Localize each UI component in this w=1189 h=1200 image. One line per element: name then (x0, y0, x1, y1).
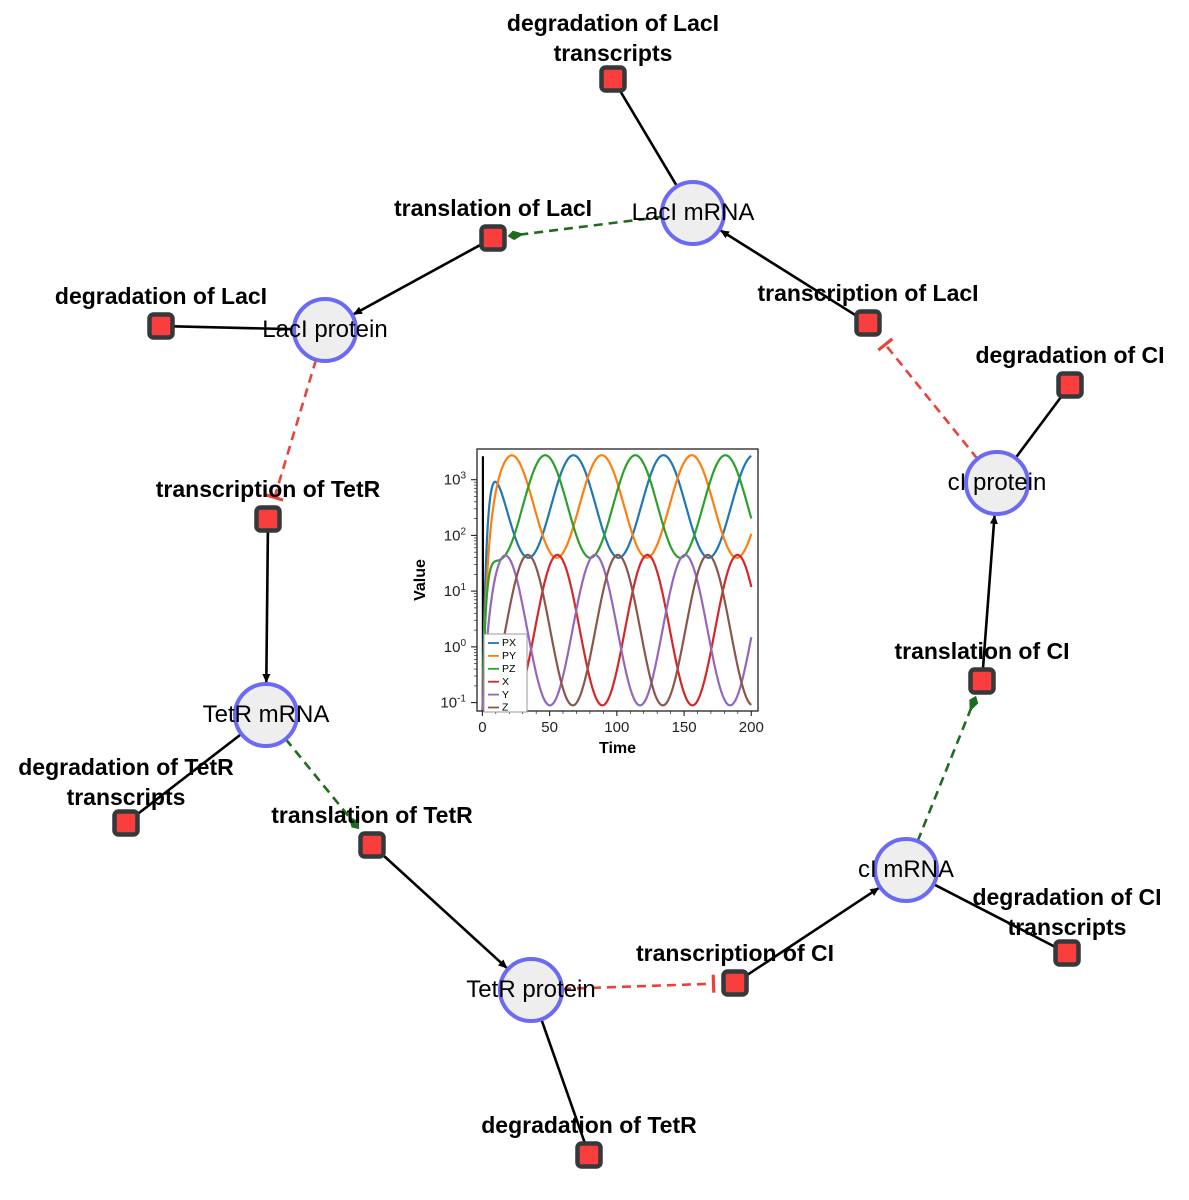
svg-text:degradation of LacI: degradation of LacI (55, 283, 267, 309)
svg-text:Time: Time (599, 740, 636, 757)
svg-text:degradation of CI: degradation of CI (975, 342, 1164, 368)
svg-text:transcripts: transcripts (554, 40, 673, 66)
svg-text:X: X (502, 676, 509, 688)
svg-text:degradation of LacI: degradation of LacI (507, 10, 719, 36)
svg-text:PY: PY (502, 650, 516, 662)
svg-text:translation of LacI: translation of LacI (394, 195, 592, 221)
svg-text:LacI protein: LacI protein (262, 316, 387, 343)
svg-text:degradation of TetR: degradation of TetR (481, 1112, 697, 1138)
svg-text:Z: Z (502, 702, 509, 714)
svg-text:transcription of TetR: transcription of TetR (156, 476, 381, 502)
svg-text:cI mRNA: cI mRNA (858, 856, 954, 883)
svg-text:translation of TetR: translation of TetR (271, 802, 473, 828)
svg-text:Value: Value (412, 559, 429, 601)
svg-text:50: 50 (541, 719, 558, 736)
svg-text:transcripts: transcripts (67, 784, 186, 810)
svg-text:degradation of CI: degradation of CI (972, 884, 1161, 910)
svg-text:LacI mRNA: LacI mRNA (632, 199, 755, 226)
svg-text:0: 0 (478, 719, 486, 736)
svg-text:transcription of CI: transcription of CI (636, 940, 834, 966)
svg-text:150: 150 (672, 719, 697, 736)
svg-text:PZ: PZ (502, 663, 516, 675)
svg-text:200: 200 (739, 719, 764, 736)
svg-text:degradation of TetR: degradation of TetR (18, 754, 234, 780)
svg-text:transcription of LacI: transcription of LacI (757, 280, 978, 306)
svg-text:transcripts: transcripts (1008, 914, 1127, 940)
svg-text:cI protein: cI protein (948, 469, 1047, 496)
svg-text:Y: Y (502, 689, 509, 701)
svg-text:translation of CI: translation of CI (894, 638, 1069, 664)
svg-text:TetR protein: TetR protein (466, 976, 595, 1003)
svg-text:TetR mRNA: TetR mRNA (203, 701, 330, 728)
svg-text:PX: PX (502, 637, 516, 649)
svg-text:100: 100 (604, 719, 629, 736)
